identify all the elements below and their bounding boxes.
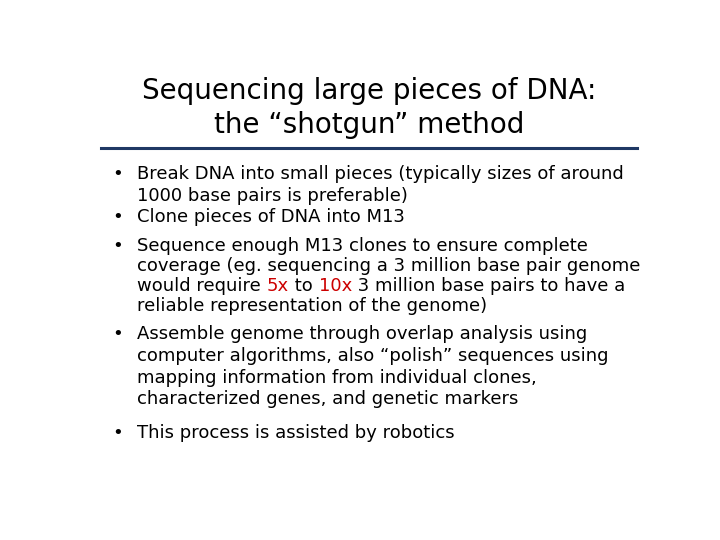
Text: coverage (eg. sequencing a 3 million base pair genome: coverage (eg. sequencing a 3 million bas… <box>138 258 641 275</box>
Text: Sequence enough M13 clones to ensure complete: Sequence enough M13 clones to ensure com… <box>138 238 588 255</box>
Text: reliable representation of the genome): reliable representation of the genome) <box>138 297 487 315</box>
Text: •: • <box>112 325 123 343</box>
Text: Break DNA into small pieces (typically sizes of around
1000 base pairs is prefer: Break DNA into small pieces (typically s… <box>138 165 624 205</box>
Text: •: • <box>112 208 123 226</box>
Text: 10x: 10x <box>318 277 352 295</box>
Text: Clone pieces of DNA into M13: Clone pieces of DNA into M13 <box>138 208 405 226</box>
Text: 3 million base pairs to have a: 3 million base pairs to have a <box>352 277 625 295</box>
Text: •: • <box>112 238 123 255</box>
Text: Sequencing large pieces of DNA:
the “shotgun” method: Sequencing large pieces of DNA: the “sho… <box>142 77 596 139</box>
Text: would require: would require <box>138 277 267 295</box>
Text: •: • <box>112 424 123 442</box>
Text: •: • <box>112 165 123 183</box>
Text: 5x: 5x <box>267 277 289 295</box>
Text: to: to <box>289 277 318 295</box>
Text: This process is assisted by robotics: This process is assisted by robotics <box>138 424 455 442</box>
Text: Assemble genome through overlap analysis using
computer algorithms, also “polish: Assemble genome through overlap analysis… <box>138 325 609 408</box>
